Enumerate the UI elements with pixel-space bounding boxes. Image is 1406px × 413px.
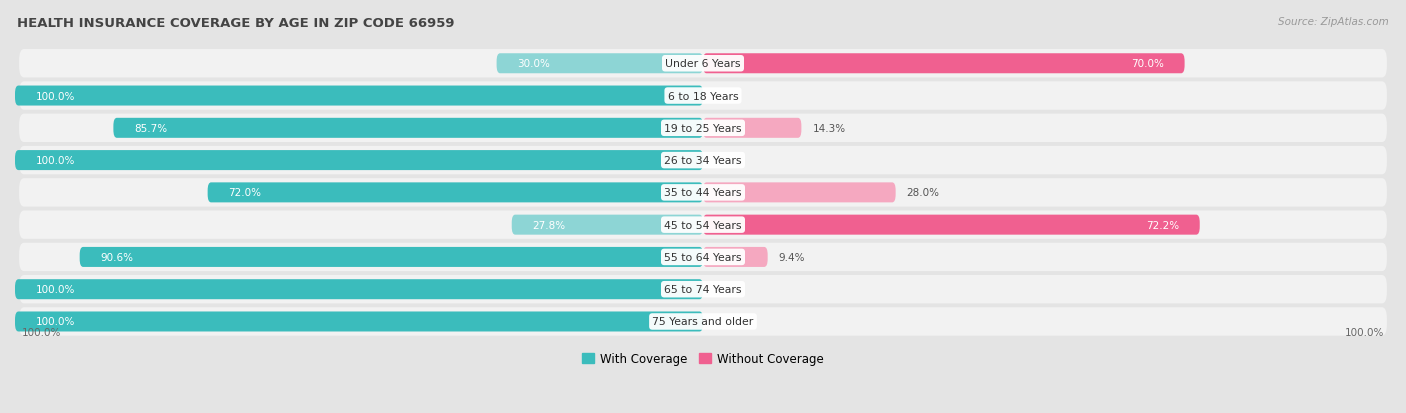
Text: 100.0%: 100.0% [22,327,62,337]
Text: 100.0%: 100.0% [35,285,75,294]
Legend: With Coverage, Without Coverage: With Coverage, Without Coverage [578,347,828,370]
Text: 70.0%: 70.0% [1130,59,1164,69]
FancyBboxPatch shape [15,151,703,171]
Text: 72.2%: 72.2% [1146,220,1180,230]
Text: 9.4%: 9.4% [779,252,806,262]
Text: 28.0%: 28.0% [907,188,939,198]
Text: HEALTH INSURANCE COVERAGE BY AGE IN ZIP CODE 66959: HEALTH INSURANCE COVERAGE BY AGE IN ZIP … [17,17,454,29]
FancyBboxPatch shape [20,308,1386,336]
FancyBboxPatch shape [114,119,703,138]
Text: 100.0%: 100.0% [35,156,75,166]
FancyBboxPatch shape [20,50,1386,78]
Text: 14.3%: 14.3% [813,123,845,133]
FancyBboxPatch shape [703,54,1185,74]
Text: 72.0%: 72.0% [228,188,262,198]
Text: Source: ZipAtlas.com: Source: ZipAtlas.com [1278,17,1389,26]
Text: 75 Years and older: 75 Years and older [652,317,754,327]
Text: 26 to 34 Years: 26 to 34 Years [664,156,742,166]
Text: 27.8%: 27.8% [533,220,565,230]
Text: 100.0%: 100.0% [35,317,75,327]
Text: 55 to 64 Years: 55 to 64 Years [664,252,742,262]
FancyBboxPatch shape [703,215,1199,235]
FancyBboxPatch shape [80,247,703,267]
FancyBboxPatch shape [496,54,703,74]
Text: Under 6 Years: Under 6 Years [665,59,741,69]
FancyBboxPatch shape [15,280,703,299]
Text: 65 to 74 Years: 65 to 74 Years [664,285,742,294]
FancyBboxPatch shape [20,114,1386,142]
FancyBboxPatch shape [20,179,1386,207]
Text: 90.6%: 90.6% [100,252,134,262]
Text: 6 to 18 Years: 6 to 18 Years [668,91,738,101]
FancyBboxPatch shape [703,119,801,138]
FancyBboxPatch shape [15,86,703,106]
FancyBboxPatch shape [20,275,1386,304]
Text: 100.0%: 100.0% [35,91,75,101]
FancyBboxPatch shape [20,147,1386,175]
Text: 85.7%: 85.7% [134,123,167,133]
FancyBboxPatch shape [512,215,703,235]
Text: 30.0%: 30.0% [517,59,550,69]
FancyBboxPatch shape [15,312,703,332]
FancyBboxPatch shape [703,183,896,203]
FancyBboxPatch shape [20,211,1386,239]
FancyBboxPatch shape [703,247,768,267]
Text: 19 to 25 Years: 19 to 25 Years [664,123,742,133]
FancyBboxPatch shape [208,183,703,203]
FancyBboxPatch shape [20,82,1386,110]
FancyBboxPatch shape [20,243,1386,271]
Text: 35 to 44 Years: 35 to 44 Years [664,188,742,198]
Text: 45 to 54 Years: 45 to 54 Years [664,220,742,230]
Text: 100.0%: 100.0% [1344,327,1384,337]
